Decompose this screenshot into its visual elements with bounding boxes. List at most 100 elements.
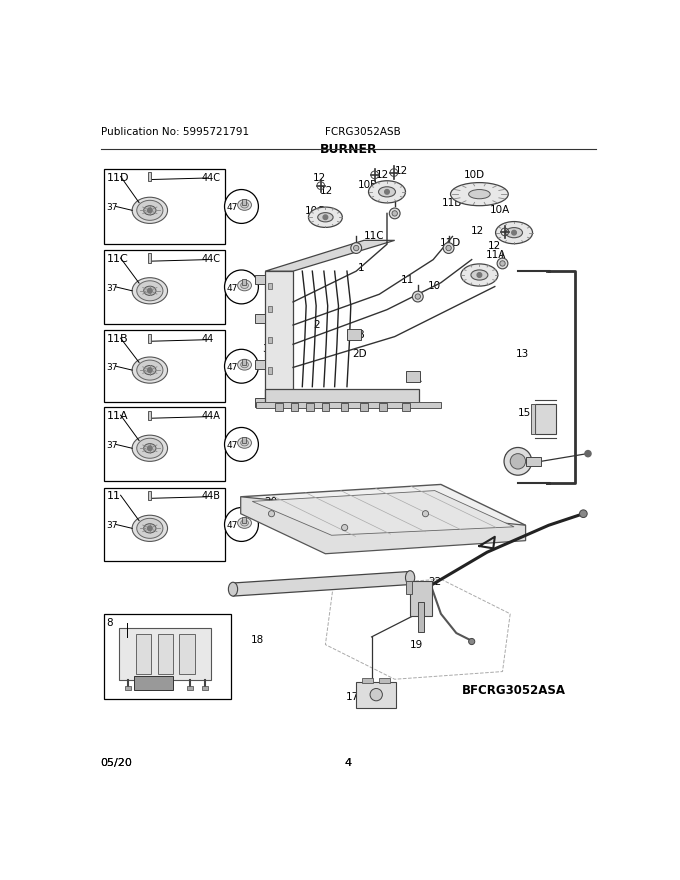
Text: 12: 12 bbox=[313, 173, 326, 183]
Text: 22: 22 bbox=[428, 577, 441, 587]
Circle shape bbox=[579, 510, 588, 517]
Bar bbox=[347, 329, 361, 340]
Circle shape bbox=[500, 260, 505, 266]
Circle shape bbox=[370, 688, 382, 700]
Circle shape bbox=[354, 246, 359, 251]
Bar bbox=[406, 371, 420, 382]
Ellipse shape bbox=[143, 286, 156, 296]
Text: 1: 1 bbox=[358, 262, 364, 273]
Ellipse shape bbox=[405, 571, 415, 584]
Text: 8: 8 bbox=[107, 618, 114, 627]
Bar bbox=[268, 306, 272, 312]
Bar bbox=[148, 410, 152, 420]
Bar bbox=[202, 686, 208, 690]
Bar bbox=[187, 686, 193, 690]
Circle shape bbox=[148, 526, 152, 531]
Text: 12: 12 bbox=[488, 241, 501, 251]
Circle shape bbox=[224, 428, 258, 461]
Bar bbox=[242, 199, 246, 205]
Text: 4: 4 bbox=[345, 758, 352, 767]
Circle shape bbox=[341, 524, 347, 531]
Text: 2: 2 bbox=[313, 319, 320, 330]
Circle shape bbox=[504, 447, 532, 475]
Circle shape bbox=[392, 210, 397, 216]
Ellipse shape bbox=[137, 518, 163, 539]
Circle shape bbox=[269, 510, 275, 517]
Bar bbox=[254, 313, 265, 323]
Text: 2A: 2A bbox=[408, 373, 422, 384]
Bar bbox=[103, 614, 231, 699]
Ellipse shape bbox=[241, 440, 248, 446]
Circle shape bbox=[510, 454, 526, 469]
Text: 44C: 44C bbox=[201, 172, 220, 182]
Bar bbox=[268, 391, 272, 397]
Bar bbox=[526, 457, 541, 466]
Text: 12: 12 bbox=[394, 166, 408, 176]
Text: 11A: 11A bbox=[107, 411, 129, 422]
Circle shape bbox=[148, 208, 152, 213]
Text: 37: 37 bbox=[107, 203, 118, 212]
Bar bbox=[531, 404, 535, 435]
Bar bbox=[158, 634, 173, 674]
Text: 11C: 11C bbox=[107, 254, 129, 264]
Circle shape bbox=[224, 270, 258, 304]
Ellipse shape bbox=[496, 222, 532, 244]
Ellipse shape bbox=[132, 435, 167, 461]
Ellipse shape bbox=[132, 516, 167, 541]
Polygon shape bbox=[265, 240, 394, 271]
Ellipse shape bbox=[309, 207, 342, 227]
Bar bbox=[306, 403, 314, 410]
Circle shape bbox=[385, 189, 390, 194]
Text: 17: 17 bbox=[346, 693, 360, 702]
Circle shape bbox=[224, 508, 258, 541]
Text: 11D: 11D bbox=[439, 238, 460, 248]
Text: 10: 10 bbox=[428, 282, 441, 291]
Ellipse shape bbox=[241, 520, 248, 526]
Circle shape bbox=[512, 231, 516, 235]
Circle shape bbox=[585, 451, 591, 457]
Bar bbox=[341, 403, 348, 410]
Text: 44C: 44C bbox=[201, 254, 220, 264]
Bar bbox=[322, 403, 329, 410]
Ellipse shape bbox=[132, 278, 167, 304]
Bar bbox=[254, 398, 265, 407]
Bar bbox=[103, 330, 224, 402]
Circle shape bbox=[224, 349, 258, 383]
Bar bbox=[265, 389, 420, 403]
Bar bbox=[148, 334, 152, 343]
Bar bbox=[125, 686, 131, 690]
Text: 10B: 10B bbox=[358, 180, 378, 189]
Bar bbox=[103, 407, 224, 481]
Circle shape bbox=[390, 208, 400, 219]
Bar bbox=[166, 686, 172, 690]
Bar bbox=[418, 602, 424, 632]
Circle shape bbox=[148, 368, 152, 372]
Text: 05/20: 05/20 bbox=[101, 758, 133, 767]
Text: 11B: 11B bbox=[107, 334, 129, 344]
Text: 44B: 44B bbox=[201, 491, 220, 502]
Text: 2D: 2D bbox=[352, 348, 367, 359]
Bar bbox=[148, 253, 152, 262]
Bar bbox=[268, 336, 272, 342]
Bar bbox=[379, 678, 390, 683]
Circle shape bbox=[422, 510, 428, 517]
Text: 2C: 2C bbox=[276, 290, 290, 300]
Bar bbox=[119, 627, 211, 680]
Text: 47: 47 bbox=[226, 284, 237, 293]
Ellipse shape bbox=[379, 187, 396, 197]
Ellipse shape bbox=[461, 264, 498, 286]
Bar bbox=[403, 403, 410, 410]
Text: 11: 11 bbox=[107, 491, 121, 502]
Ellipse shape bbox=[237, 437, 252, 448]
Text: 11D: 11D bbox=[107, 172, 129, 182]
Text: 10D: 10D bbox=[464, 171, 485, 180]
Text: 47: 47 bbox=[226, 442, 237, 451]
Bar bbox=[242, 358, 246, 364]
Ellipse shape bbox=[137, 281, 163, 301]
Text: 12: 12 bbox=[320, 186, 333, 195]
Circle shape bbox=[323, 215, 328, 219]
Text: 13: 13 bbox=[515, 348, 529, 359]
Polygon shape bbox=[233, 571, 410, 596]
Text: 12: 12 bbox=[471, 225, 484, 236]
Circle shape bbox=[497, 258, 508, 269]
